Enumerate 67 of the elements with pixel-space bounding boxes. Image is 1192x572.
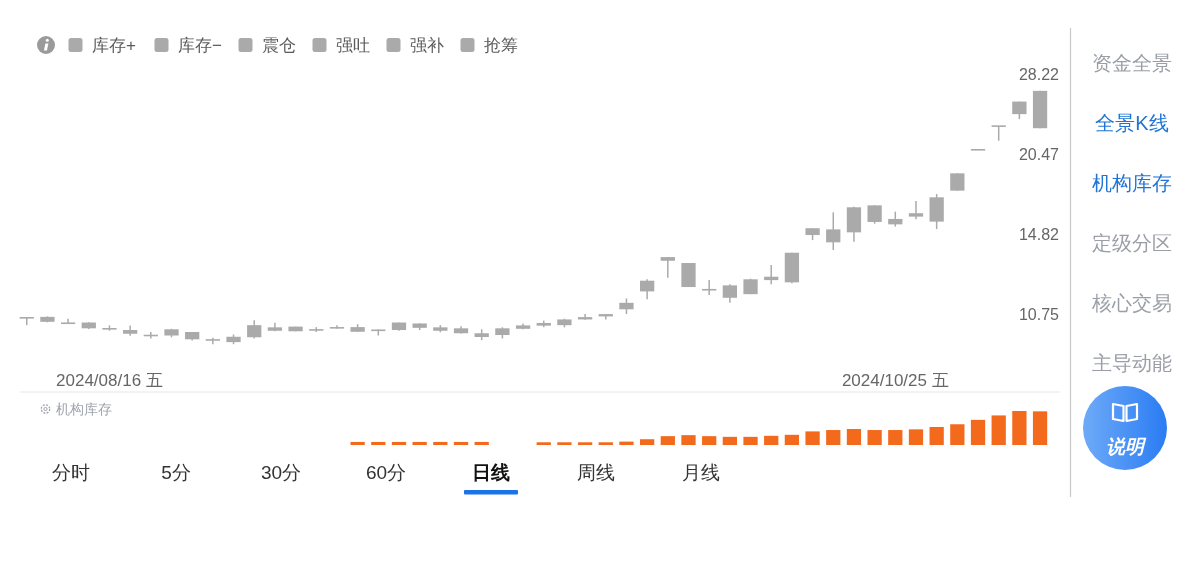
text: 核心交易 — [1091, 292, 1172, 314]
bar — [433, 441, 448, 445]
bar — [764, 435, 779, 445]
bar — [681, 435, 696, 445]
candlestick — [908, 200, 924, 221]
bar — [702, 436, 717, 445]
text: 60分 — [365, 461, 407, 483]
bar — [536, 442, 551, 445]
bar — [970, 419, 986, 445]
candlestick — [247, 319, 262, 340]
text: 说明 — [1106, 435, 1147, 457]
y-tick-label: 14.82 — [1018, 226, 1060, 244]
x-tick-label: 2024/10/25 五 — [841, 370, 949, 390]
bar — [950, 424, 965, 445]
candlestick — [722, 283, 737, 304]
text: 日线 — [472, 461, 510, 483]
text: 机构库存 — [1092, 172, 1172, 194]
text: 周线 — [577, 461, 615, 483]
y-tick-label: 28.22 — [1018, 66, 1060, 84]
annotation: 强吐 — [336, 35, 370, 55]
x-tick-label: 2024/08/16 五 — [56, 370, 163, 390]
annotation: 库存− — [178, 35, 222, 55]
bar — [371, 441, 386, 445]
candlestick — [867, 204, 882, 225]
candlestick — [660, 256, 675, 279]
bar — [391, 441, 407, 445]
text: 定级分区 — [1092, 232, 1172, 254]
bar — [991, 415, 1006, 445]
y-tick-label: 10.75 — [1018, 305, 1060, 323]
candlestick — [702, 279, 717, 296]
text: 30分 — [260, 461, 302, 483]
bar — [598, 442, 613, 445]
text: 主导动能 — [1092, 352, 1172, 374]
bar — [619, 441, 634, 445]
text: 全景K线 — [1095, 112, 1169, 134]
text: 5分 — [161, 461, 191, 483]
annotation: 抢筹 — [484, 35, 518, 55]
text: 月线 — [682, 461, 720, 483]
bar — [1012, 411, 1027, 445]
bar — [1032, 411, 1048, 445]
bar — [660, 436, 675, 445]
chart-title: 机构库存 — [56, 401, 112, 417]
bar — [867, 430, 882, 445]
bar — [743, 436, 758, 445]
bar — [412, 441, 427, 445]
bar — [908, 429, 924, 445]
bar — [474, 441, 489, 445]
bar — [577, 442, 593, 445]
bar — [929, 426, 944, 445]
text: 分时 — [52, 461, 90, 483]
bar — [826, 430, 841, 445]
bar — [784, 434, 800, 445]
bar — [640, 439, 655, 445]
annotation: 震仓 — [262, 35, 296, 55]
annotation: 强补 — [410, 35, 444, 55]
bar — [722, 436, 737, 445]
bar — [846, 429, 862, 445]
bar — [453, 441, 469, 445]
bar — [888, 430, 903, 445]
text: 资金全景 — [1092, 52, 1172, 74]
y-tick-label: 20.47 — [1018, 145, 1060, 163]
bar — [805, 431, 820, 445]
candlestick — [640, 278, 655, 301]
annotation: 库存+ — [92, 35, 136, 55]
candlestick — [826, 211, 841, 251]
bar — [350, 441, 365, 445]
bar — [557, 442, 572, 445]
